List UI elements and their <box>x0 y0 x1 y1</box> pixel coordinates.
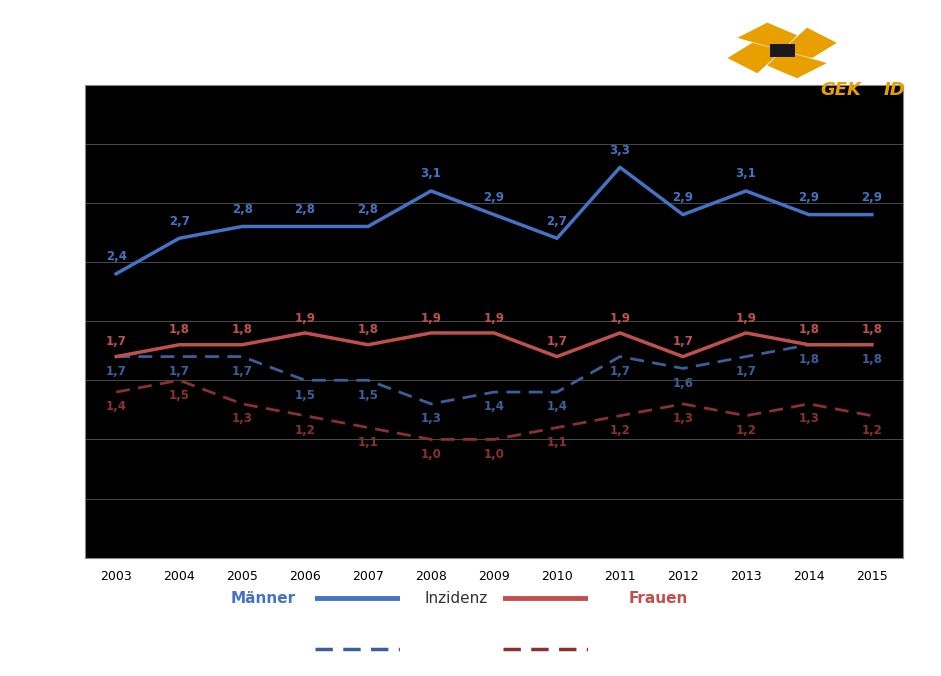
Text: 1,7: 1,7 <box>610 365 630 378</box>
Text: 1,7: 1,7 <box>105 335 127 348</box>
Text: Männer: Männer <box>231 591 296 606</box>
Text: 3,3: 3,3 <box>610 144 630 157</box>
Text: 1,7: 1,7 <box>736 365 757 378</box>
Text: 1,9: 1,9 <box>421 312 441 324</box>
Polygon shape <box>738 22 797 51</box>
Text: 1,6: 1,6 <box>673 377 694 389</box>
Text: 1,0: 1,0 <box>421 448 441 460</box>
Text: 1,9: 1,9 <box>295 312 315 324</box>
Text: 1,9: 1,9 <box>484 312 504 324</box>
Text: 1,9: 1,9 <box>736 312 757 324</box>
Text: 1,8: 1,8 <box>358 324 378 337</box>
Polygon shape <box>767 51 827 78</box>
Text: 2,7: 2,7 <box>168 215 189 228</box>
Text: 1,0: 1,0 <box>484 448 504 460</box>
Text: 1,4: 1,4 <box>547 400 567 413</box>
Polygon shape <box>782 28 837 58</box>
Text: 2,9: 2,9 <box>798 191 820 204</box>
Text: 3,1: 3,1 <box>736 168 757 180</box>
Text: 1,8: 1,8 <box>798 324 820 337</box>
Text: 1,8: 1,8 <box>231 324 252 337</box>
Text: 1,1: 1,1 <box>547 436 567 449</box>
Text: 1,7: 1,7 <box>105 365 127 378</box>
Text: 1,7: 1,7 <box>231 365 252 378</box>
Text: 1,9: 1,9 <box>610 312 630 324</box>
Text: 1,3: 1,3 <box>421 412 441 425</box>
Text: 1,3: 1,3 <box>673 412 694 425</box>
Text: 2,4: 2,4 <box>105 250 127 263</box>
Text: 1,5: 1,5 <box>358 389 378 402</box>
Text: 1,8: 1,8 <box>798 353 820 366</box>
Text: 1,2: 1,2 <box>610 424 630 437</box>
Text: 1,3: 1,3 <box>799 412 820 425</box>
Text: 1,5: 1,5 <box>168 389 190 402</box>
Text: 1,4: 1,4 <box>484 400 504 413</box>
Text: 1,2: 1,2 <box>736 424 757 437</box>
Text: 1,4: 1,4 <box>105 400 127 413</box>
Text: 2,8: 2,8 <box>231 203 252 216</box>
Text: 2,7: 2,7 <box>547 215 567 228</box>
Text: 1,8: 1,8 <box>168 324 190 337</box>
Text: 3,1: 3,1 <box>421 168 441 180</box>
Text: 1,3: 1,3 <box>231 412 252 425</box>
Text: 1,5: 1,5 <box>295 389 315 402</box>
Text: GEK: GEK <box>821 80 862 99</box>
Text: 2,9: 2,9 <box>861 191 883 204</box>
Text: 1,8: 1,8 <box>861 353 883 366</box>
Text: 1,2: 1,2 <box>295 424 315 437</box>
Text: Inzidenz: Inzidenz <box>424 591 488 606</box>
Text: 2,8: 2,8 <box>358 203 378 216</box>
Text: 1,2: 1,2 <box>861 424 883 437</box>
Text: 1,7: 1,7 <box>168 365 189 378</box>
Text: 2,9: 2,9 <box>484 191 504 204</box>
Text: 2,9: 2,9 <box>673 191 694 204</box>
Polygon shape <box>770 44 794 57</box>
Text: ID: ID <box>884 80 905 99</box>
Text: 1,7: 1,7 <box>547 335 567 348</box>
Text: 1,8: 1,8 <box>861 324 883 337</box>
Text: 1,1: 1,1 <box>358 436 378 449</box>
Text: 2,8: 2,8 <box>295 203 315 216</box>
Text: 1,7: 1,7 <box>673 335 694 348</box>
Text: Frauen: Frauen <box>629 591 689 606</box>
Polygon shape <box>727 43 782 73</box>
